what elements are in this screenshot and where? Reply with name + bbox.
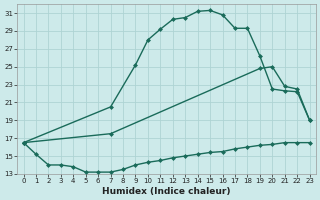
X-axis label: Humidex (Indice chaleur): Humidex (Indice chaleur): [102, 187, 231, 196]
